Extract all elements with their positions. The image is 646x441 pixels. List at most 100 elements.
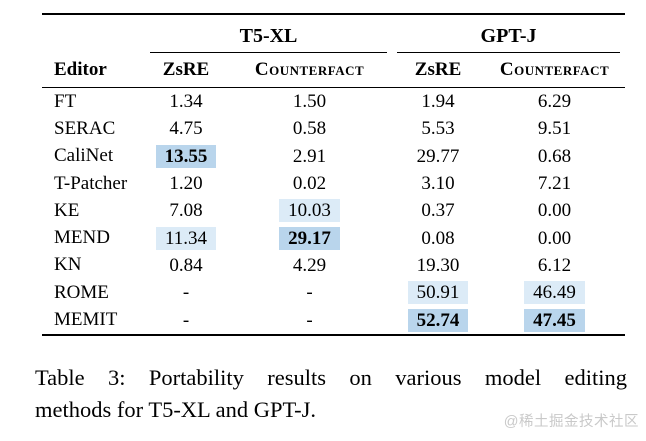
- value-cell: -: [227, 306, 392, 334]
- value: -: [306, 309, 313, 331]
- table-row: SERAC 4.75 0.58 5.53 9.51: [42, 115, 625, 142]
- value: 0.58: [292, 118, 327, 140]
- table-row: FT 1.34 1.50 1.94 6.29: [42, 88, 625, 116]
- table-row: KE 7.08 10.03 0.37 0.00: [42, 197, 625, 224]
- value-cell: 6.12: [484, 252, 625, 279]
- table-row: T-Patcher 1.20 0.02 3.10 7.21: [42, 170, 625, 197]
- table-row: ROME - - 50.91 46.49: [42, 279, 625, 306]
- highlighted-value: 11.34: [155, 226, 217, 250]
- highlighted-value: 50.91: [407, 281, 469, 305]
- value-cell: 29.77: [392, 143, 484, 170]
- value: 0.02: [292, 173, 327, 195]
- value: 6.29: [537, 91, 572, 113]
- group-label-t5xl: T5-XL: [239, 25, 298, 47]
- value-cell: 3.10: [392, 170, 484, 197]
- table-header: T5-XL GPT-J Editor ZsRE Counterfact ZsRE…: [42, 14, 626, 88]
- value-cell: 50.91: [392, 279, 484, 306]
- caption-line-2: methods for T5-XL and GPT-J.: [35, 396, 317, 422]
- editor-name: SERAC: [54, 117, 116, 139]
- highlighted-value: 13.55: [155, 144, 217, 168]
- highlighted-value: 10.03: [279, 199, 340, 223]
- value: -: [182, 309, 190, 331]
- value-cell: 5.53: [392, 115, 484, 142]
- value-cell: 0.00: [484, 197, 625, 224]
- editor-name: ROME: [54, 281, 109, 303]
- group-header-gptj: GPT-J: [392, 14, 625, 53]
- value: 3.10: [421, 173, 455, 195]
- value-cell: 1.34: [145, 88, 227, 116]
- value: 1.20: [169, 173, 203, 195]
- value: 0.08: [421, 227, 455, 249]
- value: 9.51: [537, 118, 572, 140]
- portability-table: T5-XL GPT-J Editor ZsRE Counterfact ZsRE…: [42, 13, 626, 336]
- value-cell: 0.37: [392, 197, 484, 224]
- value-cell: 0.58: [227, 115, 392, 142]
- value: 0.37: [421, 200, 455, 222]
- portability-table-wrap: T5-XL GPT-J Editor ZsRE Counterfact ZsRE…: [42, 13, 626, 336]
- table-row: MEND 11.34 29.17 0.08 0.00: [42, 224, 625, 251]
- value-cell: 6.29: [484, 88, 625, 116]
- value-cell: 1.20: [145, 170, 227, 197]
- highlighted-value: 47.45: [524, 308, 585, 332]
- editor-name: KN: [54, 254, 82, 276]
- editor-name: KE: [54, 199, 80, 221]
- highlighted-value: 46.49: [524, 281, 585, 305]
- value-cell: 11.34: [145, 224, 227, 251]
- value-cell: 10.03: [227, 197, 392, 224]
- value: 6.12: [537, 254, 572, 276]
- value: 1.34: [169, 91, 203, 113]
- value-cell: 46.49: [484, 279, 625, 306]
- highlighted-value: 29.17: [279, 226, 340, 250]
- watermark-text: @稀土掘金技术社区: [503, 414, 639, 430]
- table-caption: Table 3: Portability results on various …: [35, 362, 627, 425]
- value: 7.08: [169, 200, 203, 222]
- model-group-row: T5-XL GPT-J: [42, 14, 625, 53]
- value: 0.00: [537, 200, 572, 222]
- highlighted-value: 52.74: [407, 308, 469, 332]
- value-cell: 47.45: [484, 306, 625, 334]
- column-header-editor: Editor: [42, 53, 145, 88]
- value: 4.29: [292, 254, 327, 276]
- column-header-counterfact-gptj: Counterfact: [484, 53, 626, 88]
- value-cell: -: [145, 306, 227, 334]
- value-cell: 2.91: [227, 143, 392, 170]
- value-cell: 0.84: [145, 252, 227, 279]
- column-header-zsre-t5xl: ZsRE: [145, 53, 227, 88]
- value-cell: 7.21: [484, 170, 625, 197]
- value: 0.68: [537, 145, 572, 167]
- value-cell: 19.30: [392, 252, 484, 279]
- table-row: CaliNet 13.55 2.91 29.77 0.68: [42, 143, 625, 170]
- editor-name: MEND: [54, 227, 110, 249]
- value-cell: 0.68: [484, 143, 625, 170]
- value-cell: 4.29: [227, 252, 392, 279]
- value-cell: 0.08: [392, 224, 484, 251]
- value-cell: 7.08: [145, 197, 227, 224]
- value: 2.91: [292, 145, 327, 167]
- value: 5.53: [421, 118, 455, 140]
- column-header-zsre-gptj: ZsRE: [392, 53, 485, 88]
- value-cell: 29.17: [227, 224, 392, 251]
- caption-line-1: Table 3: Portability results on various …: [35, 365, 627, 390]
- value: 0.84: [169, 254, 203, 276]
- value: 4.75: [169, 118, 203, 140]
- table-body: FT 1.34 1.50 1.94 6.29 SERAC 4.75 0.58 5.53 9.51 C…: [42, 88, 625, 335]
- value-cell: 52.74: [392, 306, 484, 334]
- group-header-t5xl: T5-XL: [145, 14, 392, 53]
- editor-name: MEMIT: [54, 309, 118, 331]
- value: 1.50: [292, 91, 327, 113]
- editor-name: T-Patcher: [54, 172, 128, 194]
- value: 0.00: [537, 227, 572, 249]
- value: 7.21: [537, 173, 572, 195]
- value-cell: 0.00: [484, 224, 625, 251]
- empty-corner-cell: [42, 14, 145, 53]
- value: 19.30: [416, 254, 460, 276]
- value-cell: -: [227, 279, 392, 306]
- value-cell: 0.02: [227, 170, 392, 197]
- value-cell: 4.75: [145, 115, 227, 142]
- editor-name: CaliNet: [54, 145, 114, 167]
- column-header-counterfact-t5xl: Counterfact: [227, 53, 393, 88]
- editor-name: FT: [54, 90, 77, 112]
- table-row: MEMIT - - 52.74 47.45: [42, 306, 625, 334]
- table-row: KN 0.84 4.29 19.30 6.12: [42, 252, 625, 279]
